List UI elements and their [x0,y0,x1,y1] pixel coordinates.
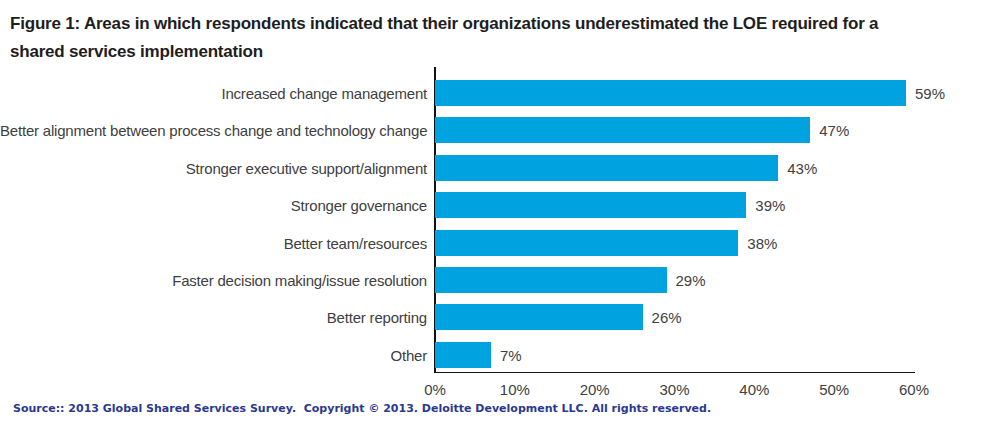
source-note: Source:: 2013 Global Shared Services Sur… [13,402,711,415]
value-label: 7% [500,346,522,363]
bar [435,304,643,330]
bar [435,342,491,368]
category-label: Other [0,346,427,363]
x-tick-label: 30% [645,381,705,398]
bar [435,267,667,293]
bar [435,117,810,143]
category-label: Stronger executive support/alignment [0,159,427,176]
value-label: 38% [747,234,777,251]
value-label: 39% [755,197,785,214]
bar [435,80,906,106]
bar [435,192,746,218]
category-label: Faster decision making/issue resolution [0,272,427,289]
x-tick-label: 60% [884,381,944,398]
value-label: 26% [652,309,682,326]
category-label: Better team/resources [0,234,427,251]
category-label: Stronger governance [0,197,427,214]
value-label: 29% [676,272,706,289]
bar [435,155,778,181]
x-tick-label: 20% [565,381,625,398]
x-axis-line [434,372,915,374]
plot-area: Increased change management 59% Better ali… [0,0,993,425]
category-label: Better alignment between process change … [0,122,427,139]
value-label: 47% [819,122,849,139]
x-tick-label: 0% [405,381,465,398]
value-label: 59% [915,85,945,102]
value-label: 43% [787,159,817,176]
x-tick-label: 50% [804,381,864,398]
x-tick-label: 40% [724,381,784,398]
x-tick-label: 10% [485,381,545,398]
figure-container: Figure 1: Areas in which respondents ind… [0,0,993,425]
category-label: Increased change management [0,85,427,102]
category-label: Better reporting [0,309,427,326]
bar [435,230,738,256]
